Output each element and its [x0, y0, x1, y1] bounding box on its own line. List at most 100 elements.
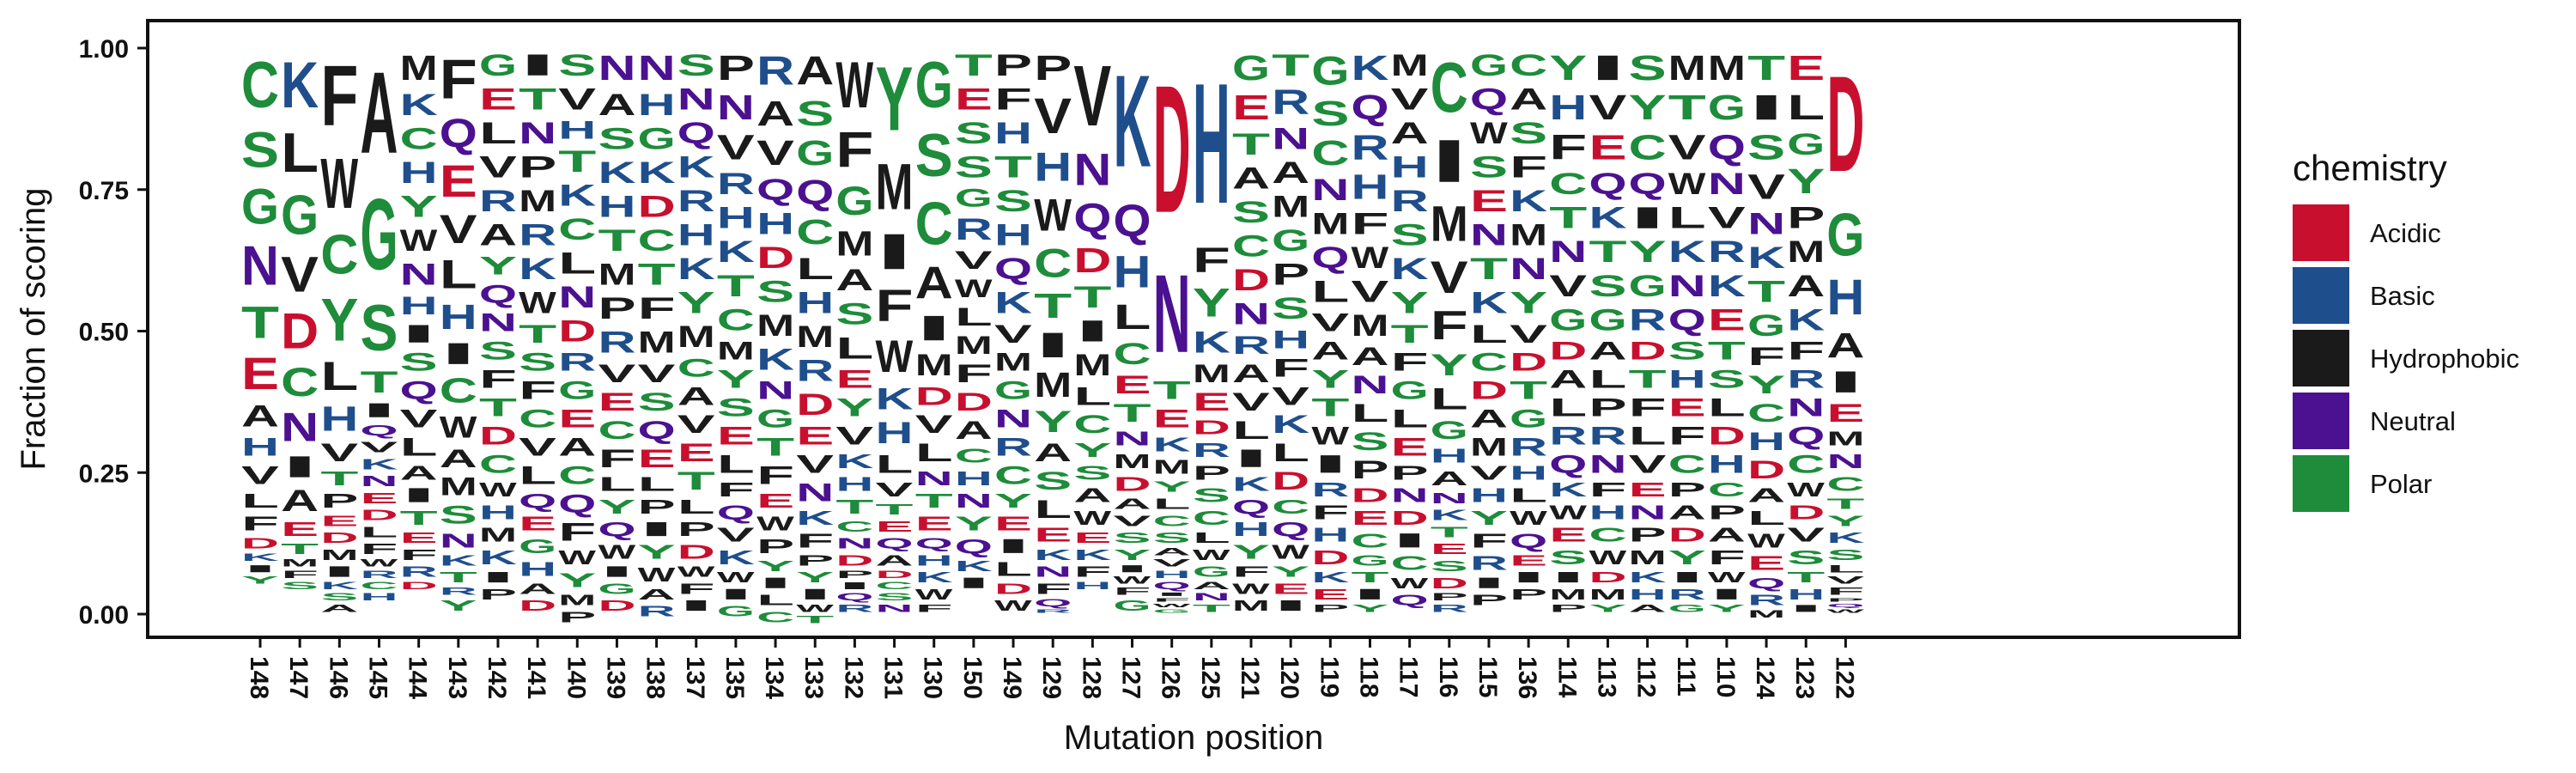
logo-stacks: CSGNTEAHVLFDKIYKLGVDCNIAETMFSFWCYLHVTPED… [241, 47, 1865, 625]
logo-letter: H [479, 501, 517, 523]
logo-letter: E [955, 82, 993, 116]
logo-letter: F [955, 359, 993, 387]
logo-letter: T [1629, 365, 1667, 393]
logo-letter: W [479, 478, 517, 501]
logo-letter: P [1787, 201, 1825, 234]
logo-letter: T [1470, 253, 1508, 286]
logo-letter: E [1470, 185, 1508, 218]
logo-letter: Y [1787, 161, 1825, 200]
logo-letter: H [717, 201, 755, 235]
logo-letter: S [955, 150, 993, 184]
logo-letter: I [835, 580, 873, 591]
x-tick-label: 143 [443, 656, 471, 699]
logo-letter: F [1629, 393, 1667, 422]
logo-letter: Y [835, 393, 873, 422]
logo-letter: L [717, 450, 755, 478]
logo-letter: C [320, 224, 358, 286]
x-tick-label: 128 [1077, 656, 1105, 699]
logo-letter: D [1351, 484, 1388, 506]
logo-letter: K [1589, 201, 1626, 235]
logo-letter: W [1193, 546, 1231, 563]
logo-letter: Y [677, 286, 715, 320]
logo-letter: L [479, 117, 517, 150]
logo-letter: F [876, 281, 914, 332]
logo-letter: K [1351, 49, 1389, 88]
logo-letter: E [519, 513, 556, 535]
logo-letter: F [1668, 422, 1706, 450]
logo-letter: L [994, 558, 1032, 581]
logo-letter: R [677, 184, 715, 218]
logo-letter: T [756, 433, 794, 461]
logo-letter: P [717, 48, 755, 88]
legend-swatch [2293, 204, 2349, 261]
logo-letter: G [1510, 405, 1547, 433]
logo-letter: R [1470, 551, 1508, 574]
x-tick-label: 142 [483, 656, 511, 699]
logo-letter: L [598, 473, 635, 496]
logo-letter: S [598, 122, 635, 155]
logo-letter: S [558, 48, 596, 82]
logo-letter: M [1470, 433, 1508, 461]
logo-letter: G [1311, 49, 1349, 94]
logo-letter: V [955, 247, 993, 275]
x-tick-label: 144 [404, 656, 432, 699]
logo-letter: C [1232, 229, 1270, 264]
logo-letter: K [1114, 48, 1151, 195]
logo-letter: I [1431, 127, 1468, 195]
logo-letter: W [1826, 608, 1865, 614]
logo-letter: N [876, 603, 914, 614]
logo-letter: K [1153, 433, 1191, 455]
x-tick-label: 126 [1157, 656, 1185, 699]
logo-letter: C [955, 444, 993, 466]
logo-letter: V [440, 207, 477, 253]
logo-letter: I [1232, 444, 1270, 472]
logo-letter: C [1153, 512, 1191, 529]
logo-letter: K [1787, 302, 1825, 337]
logo-letter: N [519, 116, 556, 150]
logo-letter: N [1351, 371, 1388, 399]
x-tick-label: 117 [1394, 656, 1423, 697]
x-tick-label: 110 [1711, 656, 1740, 697]
logo-letter: G [1391, 376, 1429, 405]
logo-letter: N [835, 534, 873, 551]
logo-letter: D [1114, 472, 1151, 495]
logo-letter: I [717, 586, 755, 603]
logo-letter: A [519, 580, 556, 597]
logo-letter: E [1668, 393, 1706, 422]
logo-letter: N [558, 280, 596, 314]
logo-letter: N [360, 472, 398, 490]
logo-letter: A [796, 48, 834, 94]
logo-letter: R [1193, 438, 1230, 460]
logo-letter: W [360, 557, 398, 569]
logo-letter: M [479, 523, 517, 545]
x-tick-label: 129 [1037, 656, 1066, 699]
logo-letter: C [638, 223, 676, 258]
legend-label: Basic [2370, 281, 2435, 311]
logo-letter: Y [1034, 405, 1072, 439]
logo-letter: V [519, 433, 556, 461]
logo-letter: K [1668, 234, 1706, 269]
logo-letter: L [1232, 416, 1270, 444]
logo-letter: I [1311, 450, 1349, 478]
logo-letter: F [994, 82, 1032, 116]
logo-letter: C [1747, 399, 1785, 428]
logo-letter: L [1153, 496, 1191, 513]
logo-letter: R [1034, 609, 1072, 615]
logo-letter: C [1826, 472, 1864, 495]
logo-letter: F [1034, 581, 1072, 598]
logo-letter: Q [1510, 530, 1547, 552]
logo-letter: Q [1549, 450, 1587, 478]
logo-letter: Y [1629, 88, 1667, 127]
logo-letter: D [1747, 456, 1785, 484]
logo-letter: T [1073, 281, 1111, 314]
logo-letter: M [1232, 597, 1270, 614]
logo-letter: M [638, 325, 676, 359]
logo-letter: A [756, 94, 794, 133]
logo-letter: V [1431, 252, 1468, 302]
logo-letter: A [955, 417, 993, 445]
logo-letter: G [1708, 88, 1746, 128]
logo-letter: H [400, 155, 438, 190]
